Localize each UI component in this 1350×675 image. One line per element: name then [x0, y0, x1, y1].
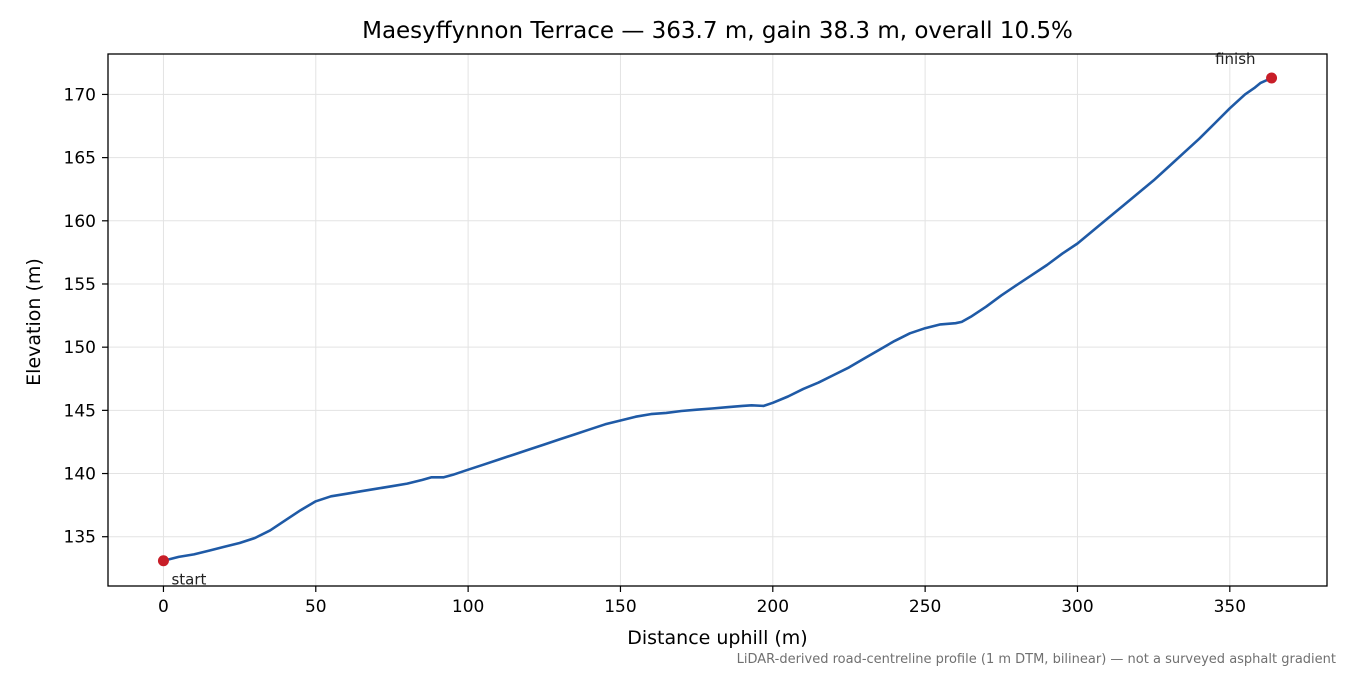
grid-lines	[108, 54, 1327, 586]
endpoint-markers: start finish	[157, 50, 1278, 589]
y-tick-label: 155	[64, 275, 96, 295]
y-tick-label: 170	[64, 85, 96, 105]
finish-label: finish	[1215, 50, 1255, 68]
y-axis-label: Elevation (m)	[23, 258, 45, 386]
y-tick-label: 145	[64, 401, 96, 421]
tick-marks: 0 50 100 150 200 250 300 350 135 140 145 150 155 160 1…	[64, 85, 1246, 617]
profile-line-group	[162, 76, 1273, 563]
x-tick-label: 300	[1061, 597, 1093, 617]
elevation-profile-line	[162, 76, 1273, 563]
y-tick-label: 135	[64, 528, 96, 548]
x-tick-label: 200	[757, 597, 789, 617]
x-tick-label: 250	[909, 597, 941, 617]
footnote: LiDAR-derived road-centreline profile (1…	[736, 652, 1336, 667]
y-tick-label: 165	[64, 149, 96, 169]
x-axis-label: Distance uphill (m)	[627, 627, 808, 649]
plot-frame	[107, 53, 1328, 587]
axes-frame	[107, 53, 1328, 587]
x-tick-label: 350	[1214, 597, 1246, 617]
x-tick-label: 0	[158, 597, 169, 617]
x-tick-label: 150	[604, 597, 636, 617]
start-marker	[157, 555, 169, 567]
finish-marker	[1266, 72, 1278, 84]
y-tick-label: 140	[64, 465, 96, 485]
start-label: start	[171, 571, 206, 589]
x-tick-label: 50	[305, 597, 327, 617]
x-tick-label: 100	[452, 597, 484, 617]
y-tick-label: 150	[64, 338, 96, 358]
chart-title: Maesyffynnon Terrace — 363.7 m, gain 38.…	[362, 18, 1073, 44]
y-tick-label: 160	[64, 212, 96, 232]
